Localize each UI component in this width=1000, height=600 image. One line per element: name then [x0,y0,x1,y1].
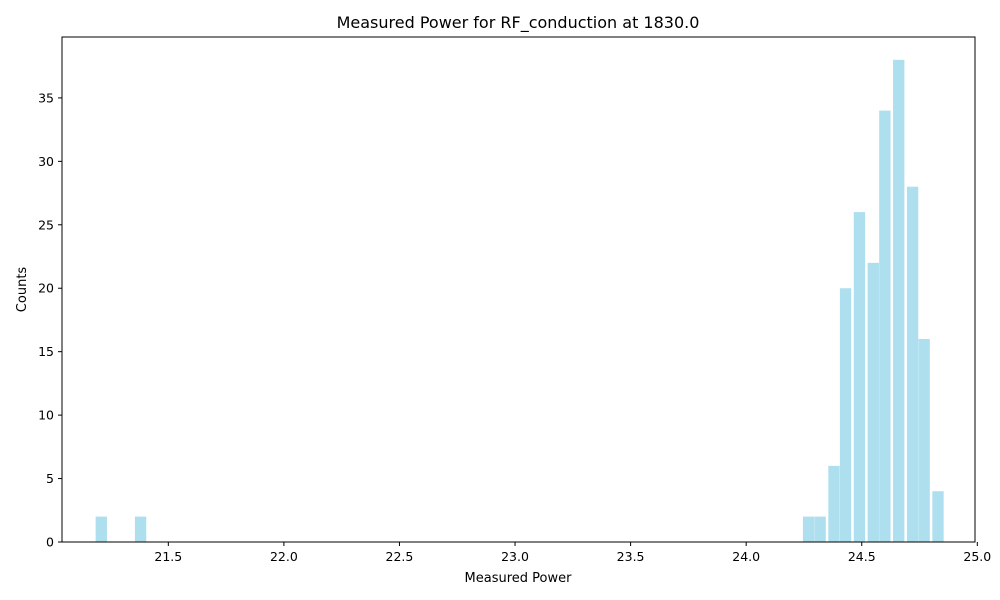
y-axis-label: Counts [15,267,30,313]
bar [802,516,815,542]
x-axis-label: Measured Power [465,571,573,586]
y-tick-label: 10 [38,408,54,423]
bar [853,212,866,542]
bars-group [95,59,944,543]
x-tick-label: 23.0 [501,549,529,564]
x-tick-label: 23.5 [617,549,645,564]
plot-frame [61,36,976,543]
y-axis-ticks: 0 5 10 15 20 25 30 35 [38,90,62,550]
bar [828,465,840,542]
bar [867,262,879,542]
x-axis-ticks: 21.5 22.0 22.5 23.0 23.5 24.0 24.5 25.0 [154,542,991,564]
bar [932,491,944,542]
y-tick-label: 30 [38,154,54,169]
x-tick-label: 24.0 [732,549,760,564]
bar [95,516,107,542]
y-tick-label: 25 [38,217,54,232]
y-tick-label: 35 [38,90,54,105]
y-tick-label: 5 [46,471,54,486]
bar [879,110,891,542]
y-tick-label: 15 [38,344,54,359]
x-tick-label: 25.0 [963,549,991,564]
y-tick-label: 0 [46,535,54,550]
bar [918,338,930,542]
chart-title: Measured Power for RF_conduction at 1830… [337,13,700,33]
x-tick-label: 24.5 [848,549,876,564]
bar [134,516,147,542]
bar [839,288,852,542]
x-tick-label: 21.5 [154,549,182,564]
x-tick-label: 22.0 [270,549,298,564]
y-tick-label: 20 [38,281,54,296]
x-tick-label: 22.5 [386,549,414,564]
bar [893,59,905,543]
bar [906,186,919,542]
bar [814,516,826,542]
